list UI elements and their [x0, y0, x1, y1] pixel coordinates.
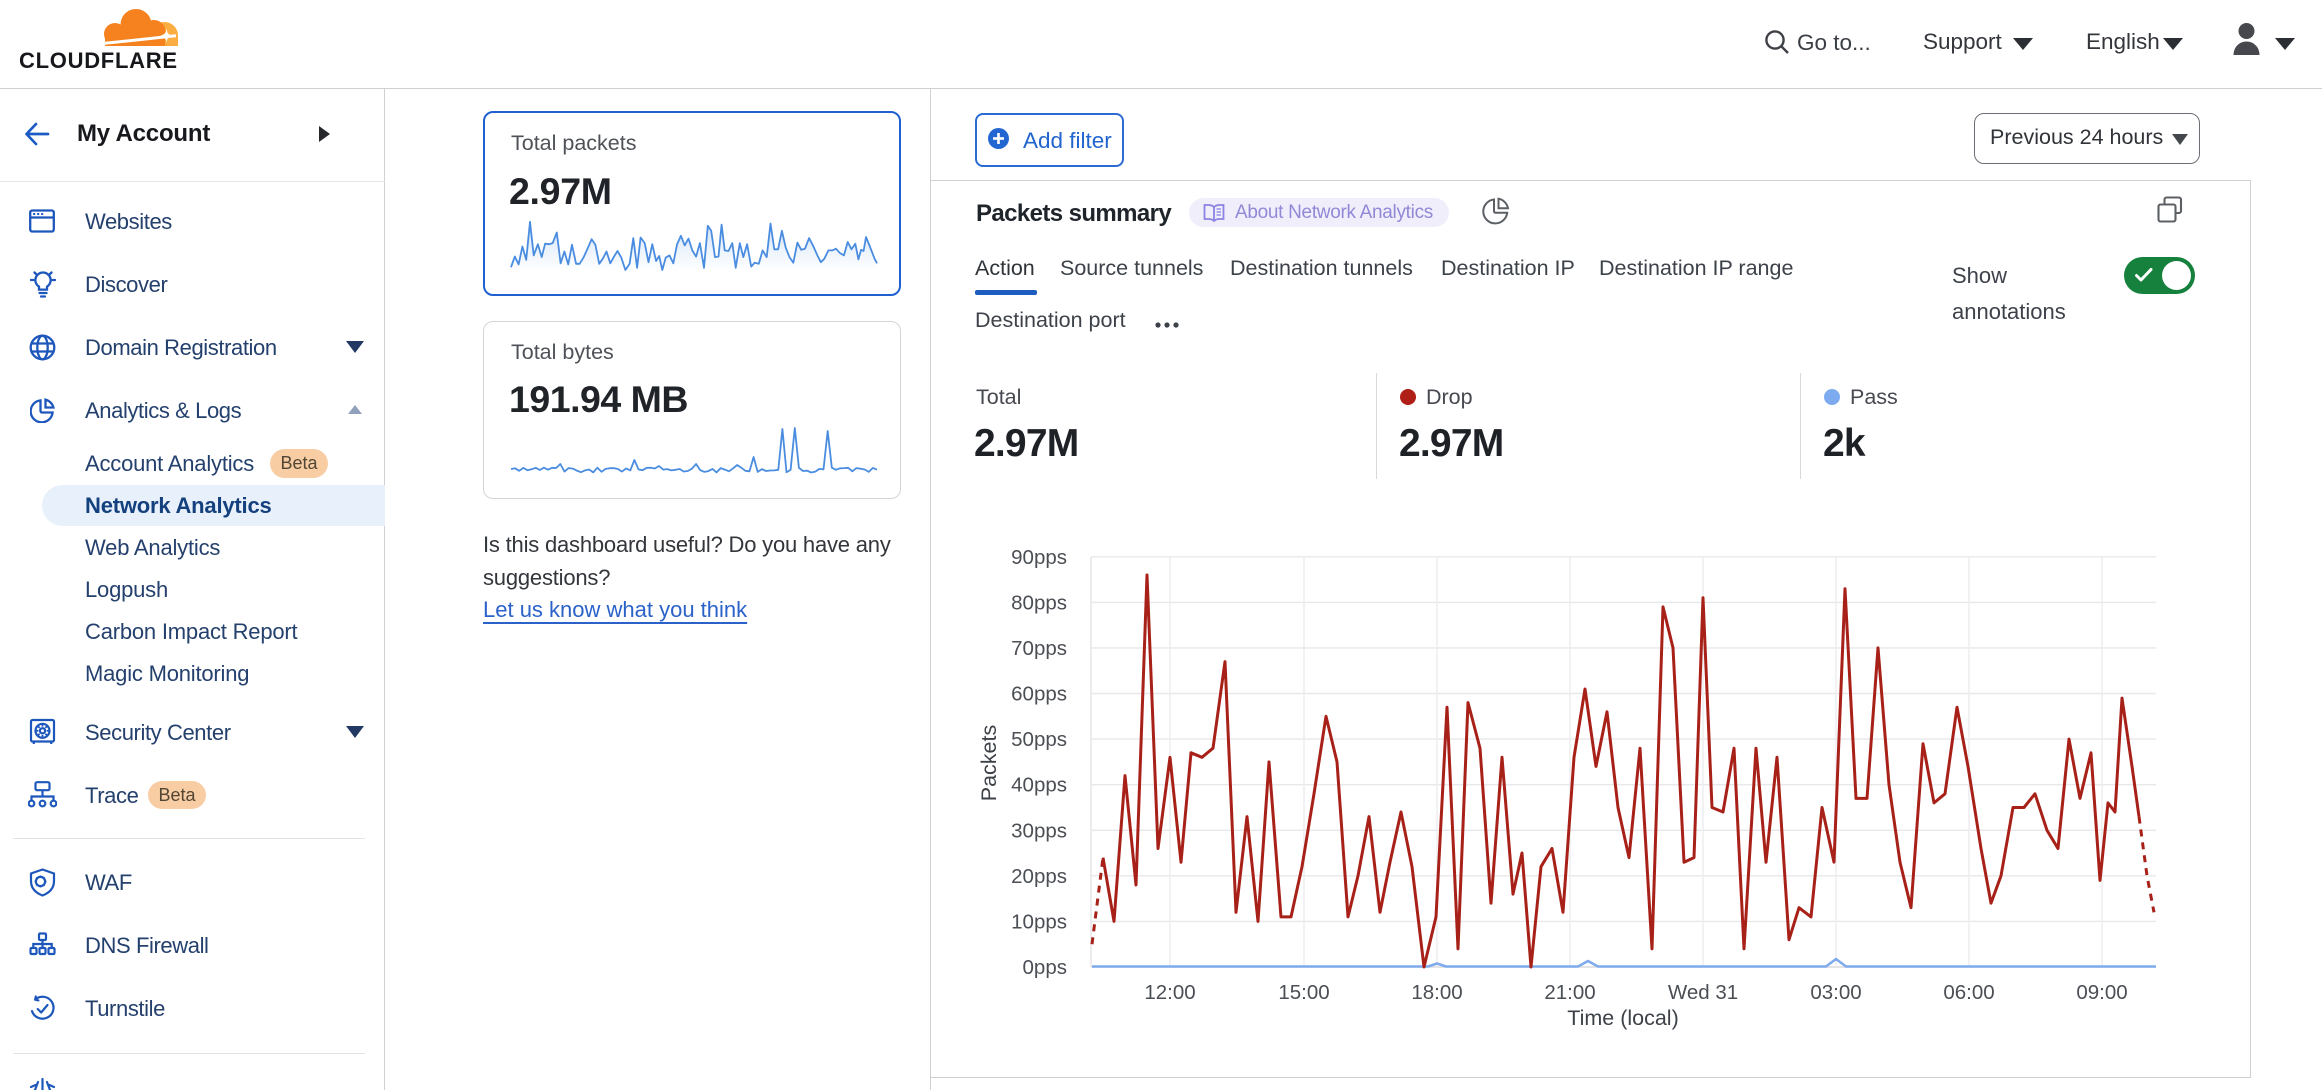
svg-text:03:00: 03:00 [1810, 981, 1861, 1004]
svg-text:20pps: 20pps [1011, 865, 1067, 888]
svg-text:Time (local): Time (local) [1567, 1006, 1679, 1030]
svg-text:18:00: 18:00 [1411, 981, 1462, 1004]
svg-text:50pps: 50pps [1011, 728, 1067, 751]
svg-text:12:00: 12:00 [1144, 981, 1195, 1004]
svg-text:CLOUDFLARE: CLOUDFLARE [19, 48, 177, 71]
svg-text:30pps: 30pps [1011, 819, 1067, 842]
svg-text:40pps: 40pps [1011, 774, 1067, 797]
svg-text:10pps: 10pps [1011, 910, 1067, 933]
svg-text:70pps: 70pps [1011, 637, 1067, 660]
svg-text:80pps: 80pps [1011, 591, 1067, 614]
svg-text:Wed 31: Wed 31 [1668, 981, 1738, 1004]
svg-text:90pps: 90pps [1011, 546, 1067, 569]
svg-text:60pps: 60pps [1011, 683, 1067, 706]
svg-text:06:00: 06:00 [1943, 981, 1994, 1004]
svg-text:21:00: 21:00 [1544, 981, 1595, 1004]
svg-text:0pps: 0pps [1023, 956, 1067, 979]
svg-text:Packets: Packets [977, 725, 1001, 801]
svg-text:15:00: 15:00 [1278, 981, 1329, 1004]
svg-text:09:00: 09:00 [2076, 981, 2127, 1004]
